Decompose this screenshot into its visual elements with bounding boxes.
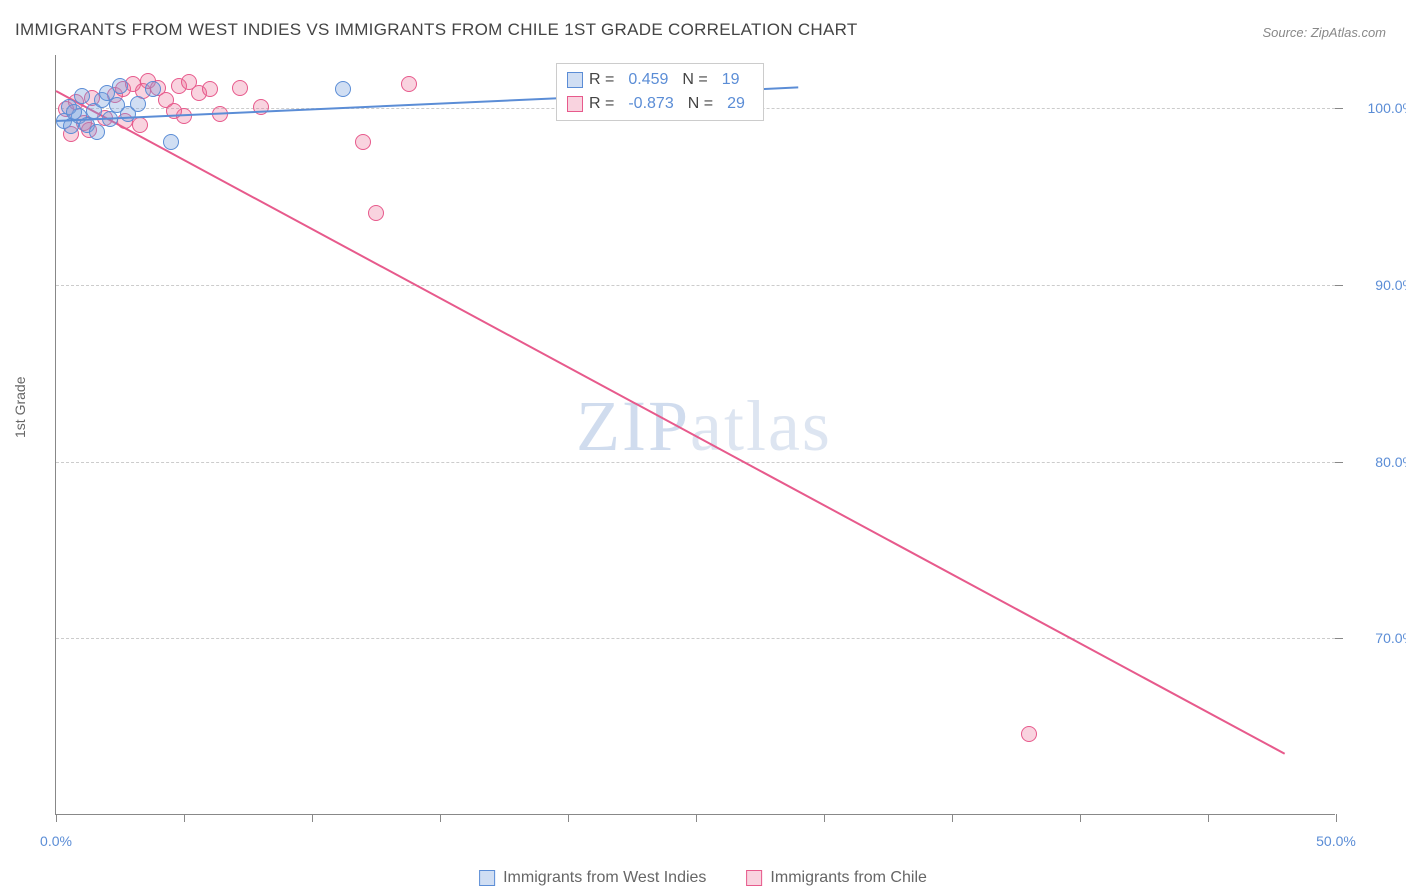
correlation-row: R = -0.873 N = 29 [567, 92, 753, 116]
source-attribution: Source: ZipAtlas.com [1262, 25, 1386, 40]
watermark: ZIPatlas [576, 385, 832, 468]
x-tick-mark [568, 814, 569, 822]
data-point-series1 [145, 81, 161, 97]
plot-region: ZIPatlas 70.0%80.0%90.0%100.0%0.0%50.0%R… [55, 55, 1335, 815]
data-point-series2 [355, 134, 371, 150]
x-tick-mark [56, 814, 57, 822]
y-tick-mark [1335, 285, 1343, 286]
y-tick-label: 70.0% [1375, 630, 1406, 646]
data-point-series1 [89, 124, 105, 140]
data-point-series2 [132, 117, 148, 133]
y-axis-label: 1st Grade [12, 377, 28, 438]
n-value: 29 [727, 95, 745, 113]
x-tick-label: 50.0% [1316, 833, 1356, 849]
r-label: R = [589, 95, 614, 113]
correlation-swatch [567, 72, 583, 88]
n-label: N = [688, 95, 713, 113]
r-value: 0.459 [628, 71, 668, 89]
y-tick-label: 90.0% [1375, 277, 1406, 293]
x-tick-mark [824, 814, 825, 822]
legend-label-series2: Immigrants from Chile [770, 869, 926, 887]
data-point-series1 [130, 96, 146, 112]
legend-item-series1: Immigrants from West Indies [479, 869, 706, 887]
gridline-horizontal [56, 285, 1335, 286]
data-point-series2 [202, 81, 218, 97]
watermark-atlas: atlas [690, 386, 832, 466]
data-point-series1 [163, 134, 179, 150]
x-tick-mark [696, 814, 697, 822]
legend-swatch-series1 [479, 870, 495, 886]
data-point-series1 [74, 88, 90, 104]
data-point-series1 [335, 81, 351, 97]
correlation-legend: R = 0.459 N = 19 R = -0.873 N = 29 [556, 63, 764, 121]
trend-line-series2 [56, 90, 1286, 755]
r-label: R = [589, 71, 614, 89]
y-tick-label: 80.0% [1375, 454, 1406, 470]
chart-title: IMMIGRANTS FROM WEST INDIES VS IMMIGRANT… [15, 20, 858, 40]
legend-item-series2: Immigrants from Chile [746, 869, 926, 887]
legend-swatch-series2 [746, 870, 762, 886]
chart-container: IMMIGRANTS FROM WEST INDIES VS IMMIGRANT… [0, 0, 1406, 892]
gridline-horizontal [56, 638, 1335, 639]
correlation-swatch [567, 96, 583, 112]
data-point-series2 [401, 76, 417, 92]
y-tick-label: 100.0% [1368, 100, 1406, 116]
data-point-series2 [368, 205, 384, 221]
x-tick-mark [184, 814, 185, 822]
chart-area: ZIPatlas 70.0%80.0%90.0%100.0%0.0%50.0%R… [55, 55, 1335, 815]
y-tick-mark [1335, 638, 1343, 639]
data-point-series2 [1021, 726, 1037, 742]
x-tick-mark [1336, 814, 1337, 822]
r-value: -0.873 [628, 95, 673, 113]
data-point-series2 [232, 80, 248, 96]
correlation-row: R = 0.459 N = 19 [567, 68, 753, 92]
x-tick-mark [440, 814, 441, 822]
x-tick-mark [1208, 814, 1209, 822]
data-point-series1 [112, 78, 128, 94]
bottom-legend: Immigrants from West Indies Immigrants f… [479, 869, 927, 887]
x-tick-mark [312, 814, 313, 822]
x-tick-label: 0.0% [40, 833, 72, 849]
n-value: 19 [722, 71, 740, 89]
x-tick-mark [1080, 814, 1081, 822]
watermark-zip: ZIP [576, 386, 690, 466]
y-tick-mark [1335, 462, 1343, 463]
n-label: N = [682, 71, 707, 89]
y-tick-mark [1335, 108, 1343, 109]
x-tick-mark [952, 814, 953, 822]
gridline-horizontal [56, 462, 1335, 463]
legend-label-series1: Immigrants from West Indies [503, 869, 706, 887]
